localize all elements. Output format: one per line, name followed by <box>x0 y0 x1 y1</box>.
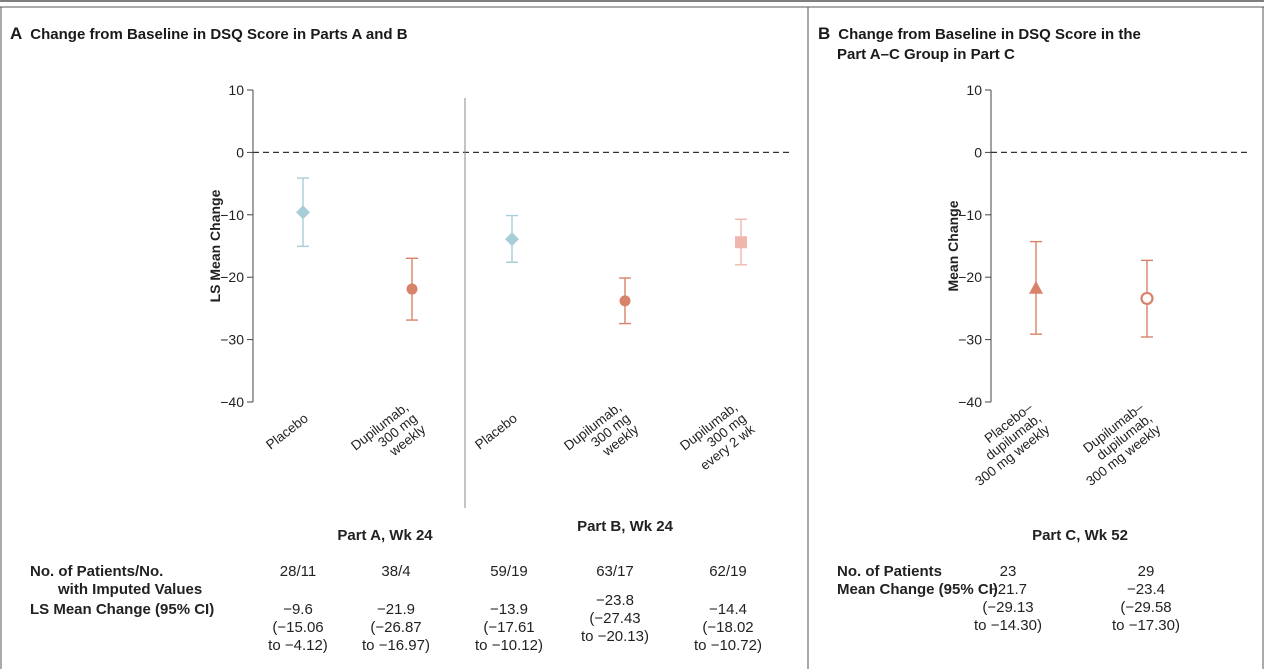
cell-patients: 28/11 <box>279 563 317 580</box>
y-tick-label: −10 <box>220 207 244 223</box>
cell-mean-ci: −21.7 (−29.13 to −14.30) <box>974 581 1042 634</box>
y-tick-label: −40 <box>958 394 982 410</box>
group-title-part-a: Part A, Wk 24 <box>337 527 433 544</box>
y-tick-label: 10 <box>228 82 244 98</box>
cell-patients: 62/19 <box>709 563 747 580</box>
row-label-patients-b: No. of Patients <box>837 563 943 580</box>
point-marker <box>406 283 418 295</box>
y-tick-label: −30 <box>958 332 982 348</box>
cell-patients: 59/19 <box>490 563 528 580</box>
y-tick-label: −20 <box>220 269 244 285</box>
point-marker <box>505 232 519 247</box>
point-marker <box>735 236 747 249</box>
panel-b-letter: B <box>818 24 831 43</box>
panel-b-header: B Change from Baseline in DSQ Score in th… <box>818 24 1141 65</box>
point-marker <box>1029 280 1043 294</box>
panel-b-title-line2: Part A–C Group in Part C <box>837 46 1015 63</box>
panel-a-header: A Change from Baseline in DSQ Score in Pa… <box>10 24 408 45</box>
cell-patients: 29 <box>1137 563 1155 580</box>
row-label-patients: No. of Patients/No. with Imputed Values <box>30 563 203 598</box>
y-tick-label: 0 <box>236 144 244 160</box>
y-tick-label: 10 <box>966 82 982 98</box>
point-marker <box>619 295 631 307</box>
y-tick-label: −40 <box>220 394 244 410</box>
y-tick-label: −30 <box>220 332 244 348</box>
y-tick-label: −10 <box>958 207 982 223</box>
cell-patients: 63/17 <box>596 563 634 580</box>
group-title-part-c: Part C, Wk 52 <box>1032 527 1128 544</box>
y-axis-label: LS Mean Change <box>207 189 223 302</box>
panel-b-title-line1: Change from Baseline in DSQ Score in the <box>838 26 1141 43</box>
cell-mean-ci: −23.4 (−29.58 to −17.30) <box>1112 581 1180 634</box>
cell-patients: 23 <box>999 563 1017 580</box>
cell-patients: 38/4 <box>381 563 411 580</box>
row-label-mean-change: LS Mean Change (95% CI) <box>30 601 215 618</box>
cell-mean-ci: −21.9 (−26.87 to −16.97) <box>362 601 430 654</box>
y-tick-label: 0 <box>974 144 982 160</box>
cell-mean-ci: −13.9 (−17.61 to −10.12) <box>475 601 543 654</box>
group-title-part-b: Part B, Wk 24 <box>577 518 673 535</box>
panel-a-title: Change from Baseline in DSQ Score in Par… <box>30 26 408 43</box>
point-marker <box>296 205 310 220</box>
y-axis-label: Mean Change <box>945 200 961 291</box>
row-label-mean-change-b: Mean Change (95% CI) <box>837 581 998 598</box>
panel-a-letter: A <box>10 24 23 43</box>
point-marker <box>1140 291 1154 306</box>
y-tick-label: −20 <box>958 269 982 285</box>
panel-a-table: No. of Patients/No. with Imputed Values … <box>30 563 762 654</box>
cell-mean-ci: −9.6 (−15.06 to −4.12) <box>268 601 328 654</box>
cell-mean-ci: −23.8 (−27.43 to −20.13) <box>581 592 649 645</box>
cell-mean-ci: −14.4 (−18.02 to −10.72) <box>694 601 762 654</box>
